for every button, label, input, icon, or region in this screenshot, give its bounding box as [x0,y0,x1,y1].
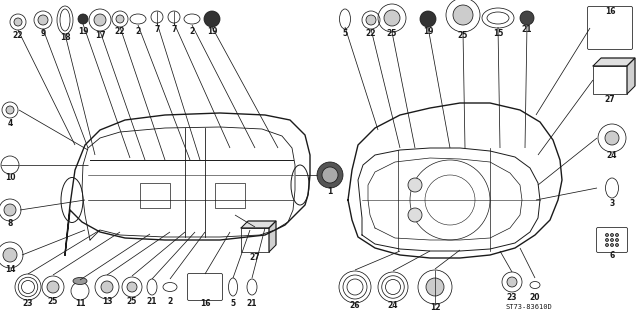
Text: 21: 21 [247,299,257,308]
Text: 25: 25 [48,298,58,307]
Text: 3: 3 [610,199,615,209]
Circle shape [420,11,436,27]
Text: 24: 24 [388,300,398,309]
Circle shape [204,11,220,27]
Circle shape [4,204,16,216]
Text: 10: 10 [4,173,15,182]
Circle shape [615,244,619,246]
Text: 27: 27 [605,95,615,105]
Text: 25: 25 [458,30,468,39]
Text: 2: 2 [168,298,173,307]
Text: 6: 6 [610,252,615,260]
Circle shape [610,244,613,246]
Text: 20: 20 [530,292,540,301]
Bar [593,66,627,94]
Text: 15: 15 [493,29,503,38]
Circle shape [317,162,343,188]
Circle shape [615,238,619,242]
Circle shape [127,282,137,292]
Circle shape [606,244,608,246]
Circle shape [38,15,48,25]
Circle shape [6,106,14,114]
Text: 25: 25 [127,298,137,307]
Text: 27: 27 [250,253,261,262]
Circle shape [14,18,22,26]
Text: 22: 22 [115,28,125,36]
Text: 24: 24 [607,150,617,159]
Polygon shape [241,221,276,228]
Text: 22: 22 [13,30,23,39]
Circle shape [426,278,444,296]
Text: 9: 9 [40,28,46,37]
Text: 21: 21 [522,26,533,35]
Text: 16: 16 [605,7,615,17]
Circle shape [520,11,534,25]
Circle shape [384,10,400,26]
Text: 21: 21 [147,298,157,307]
Text: 26: 26 [350,300,361,309]
Text: 14: 14 [4,266,15,275]
Circle shape [78,14,88,24]
Text: ST73-83610D: ST73-83610D [505,304,552,310]
Text: 12: 12 [430,302,440,311]
Text: 19: 19 [207,27,217,36]
Text: 11: 11 [75,299,85,308]
Text: 2: 2 [136,27,141,36]
Text: 23: 23 [507,292,517,301]
Bar [140,182,170,207]
Circle shape [605,131,619,145]
Circle shape [615,234,619,236]
Text: 4: 4 [8,118,13,127]
Text: 19: 19 [78,28,89,36]
Text: 5: 5 [231,299,236,308]
Circle shape [322,167,338,183]
Text: 1: 1 [327,188,333,196]
Text: 19: 19 [423,27,433,36]
Circle shape [101,281,113,293]
Circle shape [606,238,608,242]
Ellipse shape [73,277,87,284]
Circle shape [507,277,517,287]
Text: 5: 5 [343,28,348,37]
Text: 8: 8 [7,220,13,228]
Text: 7: 7 [171,25,176,34]
Text: 2: 2 [189,27,195,36]
Text: 18: 18 [60,33,70,42]
Circle shape [453,5,473,25]
Text: 25: 25 [387,29,397,38]
Circle shape [408,208,422,222]
Circle shape [610,238,613,242]
Circle shape [408,178,422,192]
Polygon shape [593,58,635,66]
Text: 13: 13 [102,298,112,307]
Bar [241,228,269,252]
Polygon shape [269,221,276,252]
Circle shape [3,248,17,262]
Polygon shape [627,58,635,94]
Text: 16: 16 [200,300,210,308]
Bar [215,182,245,207]
Text: 22: 22 [366,28,376,37]
Text: 17: 17 [95,30,105,39]
Circle shape [610,234,613,236]
Text: 7: 7 [154,25,160,34]
Text: 23: 23 [23,299,33,308]
Circle shape [606,234,608,236]
Circle shape [94,14,106,26]
Circle shape [47,281,59,293]
Circle shape [116,15,124,23]
Circle shape [366,15,376,25]
